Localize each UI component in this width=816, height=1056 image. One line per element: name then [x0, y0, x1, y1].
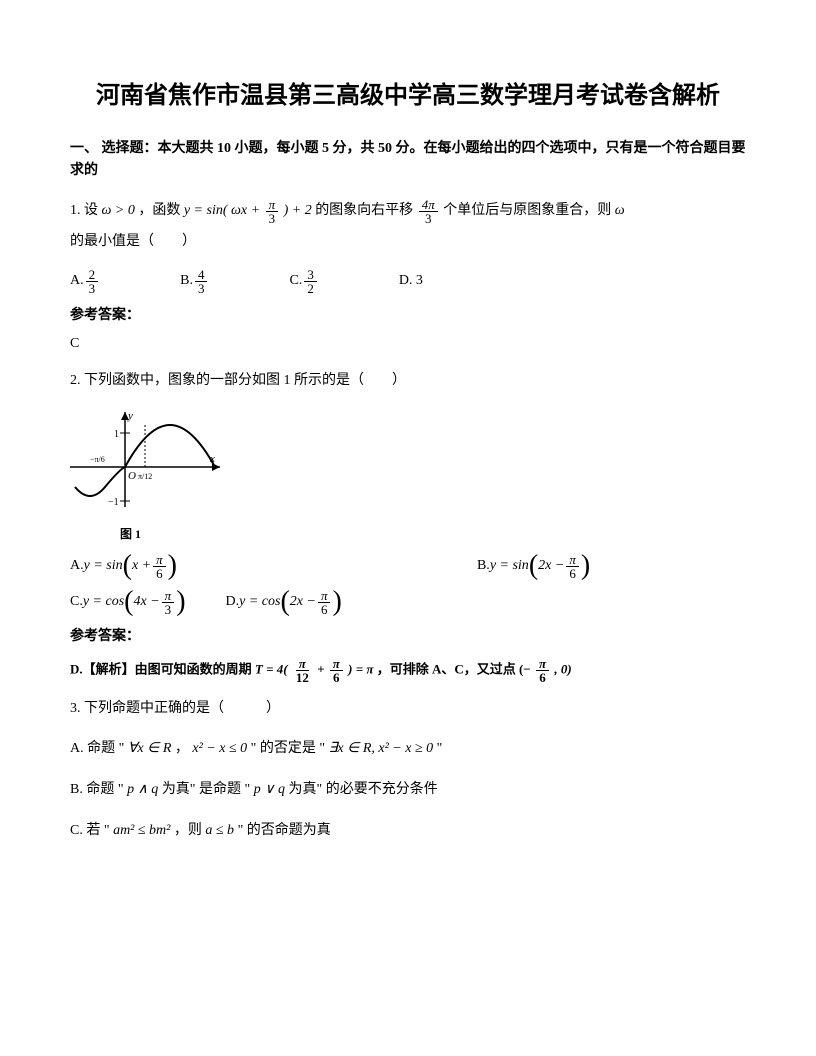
- q1-prefix: 1. 设: [70, 203, 98, 218]
- q1-func-r: ) + 2: [284, 203, 312, 218]
- graph-label: 图 1: [120, 525, 746, 544]
- q1-options: A. 2 3 B. 4 3 C. 3 2 D. 3: [70, 268, 746, 295]
- q1-tail: 的最小值是（ ）: [70, 234, 196, 249]
- svg-text:O: O: [128, 470, 136, 482]
- q3-opt-b: B. 命题 " p ∧ q 为真" 是命题 " p ∨ q 为真" 的必要不充分…: [70, 775, 746, 806]
- q1-opt-b: B. 4 3: [180, 268, 209, 295]
- q1-frac-4pi3: 4π 3: [419, 198, 438, 225]
- q1-opt-a: A. 2 3: [70, 268, 100, 295]
- q1-opt-c: C. 3 2: [289, 268, 318, 295]
- q1-answer-label: 参考答案：: [70, 305, 746, 327]
- q1-omega: ω: [615, 203, 625, 218]
- page-title: 河南省焦作市温县第三高级中学高三数学理月考试卷含解析: [70, 80, 746, 114]
- q2-opt-b: B. y = sin ( 2x − π6 ): [477, 552, 590, 580]
- q2-graph: 1 −1 y x O −π/6 π/12 图 1: [70, 407, 746, 545]
- svg-text:y: y: [127, 410, 133, 422]
- q2-opt-a: A. y = sin ( x + π6 ): [70, 552, 177, 580]
- svg-text:1: 1: [114, 429, 119, 440]
- q2-opts-ab: A. y = sin ( x + π6 ) B. y = sin ( 2x − …: [70, 552, 746, 580]
- sine-graph-icon: 1 −1 y x O −π/6 π/12: [70, 407, 220, 517]
- svg-text:π/12: π/12: [138, 472, 152, 481]
- q1-opt-d: D. 3: [399, 270, 423, 292]
- q2-opts-cd: C. y = cos ( 4x − π3 ) D. y = cos ( 2x −…: [70, 588, 746, 616]
- question-2: 2. 下列函数中，图象的一部分如图 1 所示的是（ ）: [70, 366, 746, 397]
- q1-answer: C: [70, 333, 746, 355]
- question-1: 1. 设 ω > 0 ，函数 y = sin( ωx + π 3 ) + 2 的…: [70, 196, 746, 258]
- q3-opt-c: C. 若 " am² ≤ bm² ，则 a ≤ b " 的否命题为真: [70, 816, 746, 847]
- q1-mid1: ，函数: [138, 203, 180, 218]
- q2-answer-label: 参考答案：: [70, 626, 746, 648]
- q1-cond: ω > 0: [102, 203, 135, 218]
- section-header: 一、 选择题：本大题共 10 小题，每小题 5 分，共 50 分。在每小题给出的…: [70, 138, 746, 183]
- q2-answer: D.【解析】由图可知函数的周期 T = 4( π12 + π6 ) = π ，可…: [70, 657, 746, 684]
- svg-text:x: x: [209, 453, 215, 465]
- question-3: 3. 下列命题中正确的是（ ）: [70, 694, 746, 725]
- svg-text:−π/6: −π/6: [90, 455, 105, 464]
- q1-func-l: y = sin( ωx +: [184, 203, 260, 218]
- q1-mid2: 的图象向右平移: [315, 203, 417, 218]
- q2-opt-c: C. y = cos ( 4x − π3 ): [70, 588, 186, 616]
- q2-opt-d: D. y = cos ( 2x − π6 ): [226, 588, 342, 616]
- q3-opt-a: A. 命题 " ∀x ∈ R ， x² − x ≤ 0 " 的否定是 " ∃x …: [70, 734, 746, 765]
- q1-frac-pi3: π 3: [266, 198, 279, 225]
- q1-mid3: 个单位后与原图象重合，则: [443, 203, 615, 218]
- svg-text:−1: −1: [108, 497, 119, 508]
